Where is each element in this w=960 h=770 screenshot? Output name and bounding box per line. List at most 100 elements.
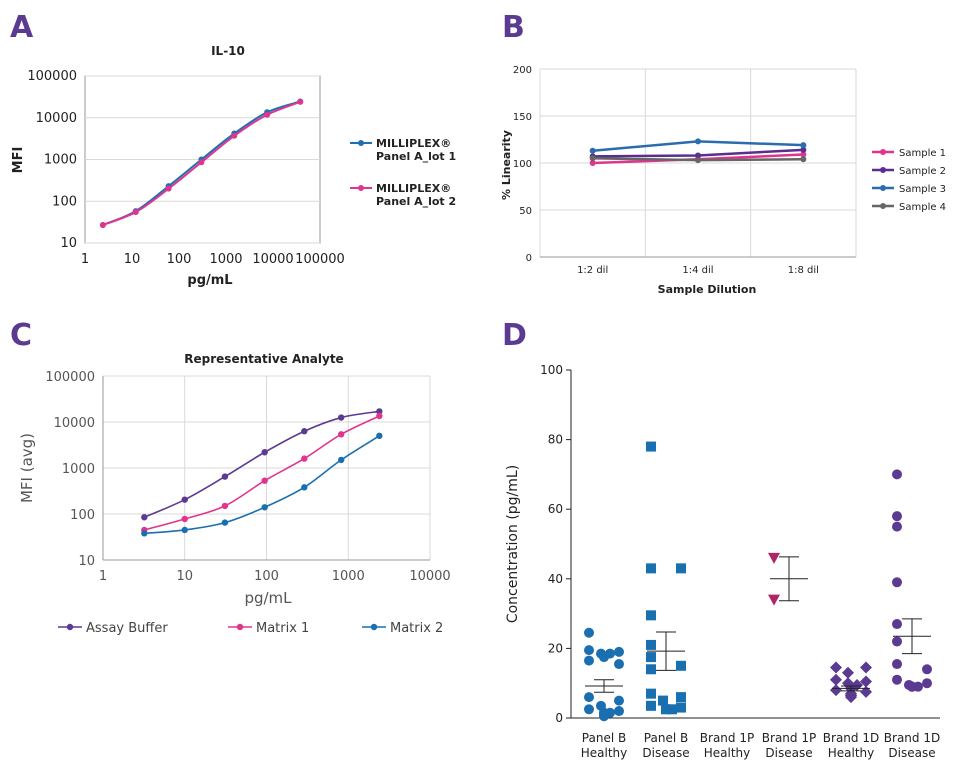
data-point xyxy=(676,660,686,671)
data-point xyxy=(338,456,345,464)
data-point xyxy=(181,496,188,503)
y-tick-label: 10000 xyxy=(54,416,95,431)
series-line xyxy=(144,435,380,535)
data-point xyxy=(800,146,807,153)
data-point xyxy=(99,221,106,228)
data-point xyxy=(338,431,345,438)
x-tick-label: 10 xyxy=(124,252,141,267)
chart-title: Representative Analyte xyxy=(184,352,343,366)
x-category-label: Brand 1P xyxy=(700,731,754,745)
panel-letter-b: B xyxy=(502,10,525,45)
data-point xyxy=(860,685,872,698)
data-point xyxy=(830,673,842,686)
x-tick-label: 1000 xyxy=(332,569,365,584)
x-tick-label: 100 xyxy=(254,569,279,584)
y-tick-label: 40 xyxy=(548,572,563,586)
data-point xyxy=(646,664,656,675)
data-point xyxy=(584,627,594,638)
data-point xyxy=(646,441,656,452)
data-point xyxy=(830,684,842,697)
x-tick-label: 10000 xyxy=(409,569,450,584)
x-tick-label: 100 xyxy=(167,252,192,267)
data-point xyxy=(646,610,656,621)
x-category-label: Healthy xyxy=(581,746,628,760)
legend-label: Panel A_lot 1 xyxy=(376,150,456,163)
legend-label: Matrix 2 xyxy=(390,621,443,636)
data-point xyxy=(584,645,594,656)
data-point xyxy=(301,428,308,435)
y-axis-label: Concentration (pg/mL) xyxy=(505,465,521,623)
data-point xyxy=(892,619,902,630)
data-point xyxy=(892,659,902,670)
data-point xyxy=(860,661,872,674)
x-tick-label: 1 xyxy=(99,569,107,584)
data-point xyxy=(907,681,917,692)
y-axis-label: MFI xyxy=(11,147,26,174)
data-point xyxy=(892,511,902,522)
data-point xyxy=(221,473,229,480)
panel-letter-c: C xyxy=(10,318,32,353)
data-point xyxy=(221,519,229,526)
data-point xyxy=(646,688,656,699)
data-point xyxy=(667,704,677,715)
data-point xyxy=(132,209,139,216)
x-tick-label: 1:8 dil xyxy=(788,265,819,276)
x-category-label: Panel B xyxy=(582,731,626,745)
data-point xyxy=(301,455,308,462)
data-point xyxy=(181,515,188,523)
data-point xyxy=(376,408,383,415)
legend-marker xyxy=(880,149,886,155)
legend-label: MILLIPLEX® xyxy=(376,137,451,150)
x-category-label: Brand 1P xyxy=(762,731,816,745)
data-point xyxy=(165,185,172,192)
data-point xyxy=(800,151,807,158)
data-point xyxy=(584,692,594,703)
data-point xyxy=(614,706,624,717)
data-point xyxy=(842,666,854,679)
legend-marker xyxy=(880,185,886,191)
legend-marker xyxy=(66,623,74,631)
x-category-label: Panel B xyxy=(644,731,688,745)
y-tick-label: 10000 xyxy=(36,111,77,126)
y-axis-label: MFI (avg) xyxy=(18,433,36,503)
legend-label: Sample 2 xyxy=(899,166,946,177)
x-category-label: Healthy xyxy=(704,746,751,760)
legend-label: Matrix 1 xyxy=(256,621,309,636)
y-tick-label: 100000 xyxy=(27,69,77,84)
y-tick-label: 150 xyxy=(513,112,532,123)
data-point xyxy=(892,636,902,647)
legend-label: MILLIPLEX® xyxy=(376,182,451,195)
y-tick-label: 20 xyxy=(548,641,563,655)
data-point xyxy=(614,695,624,706)
legend-marker xyxy=(880,203,886,209)
legend-label: Sample 3 xyxy=(899,184,946,195)
y-tick-label: 60 xyxy=(548,502,563,516)
panel-letter-d: D xyxy=(502,318,527,353)
data-point xyxy=(845,691,857,704)
y-axis-label: % Linearity xyxy=(500,130,513,200)
data-point xyxy=(141,514,148,521)
x-tick-label: 10000 xyxy=(252,252,293,267)
y-tick-label: 10 xyxy=(60,236,77,251)
legend-marker xyxy=(370,623,378,631)
data-point xyxy=(676,563,686,574)
data-point xyxy=(800,142,807,149)
data-point xyxy=(922,678,932,689)
data-point xyxy=(892,674,902,685)
x-category-label: Disease xyxy=(765,746,812,760)
data-point xyxy=(376,412,383,420)
data-point xyxy=(892,469,902,480)
legend-marker xyxy=(358,185,364,191)
x-tick-label: 10 xyxy=(176,569,193,584)
x-category-label: Brand 1D xyxy=(823,731,879,745)
x-category-label: Disease xyxy=(642,746,689,760)
x-axis-label: pg/mL xyxy=(244,589,292,607)
data-point xyxy=(376,432,383,440)
data-point xyxy=(584,655,594,666)
chart-concentration-scatter: 0 20 40 60 80 100 Concentration (pg/mL) Panel B… xyxy=(505,363,940,760)
data-point xyxy=(892,577,902,588)
data-point xyxy=(584,704,594,715)
data-point xyxy=(614,646,624,657)
